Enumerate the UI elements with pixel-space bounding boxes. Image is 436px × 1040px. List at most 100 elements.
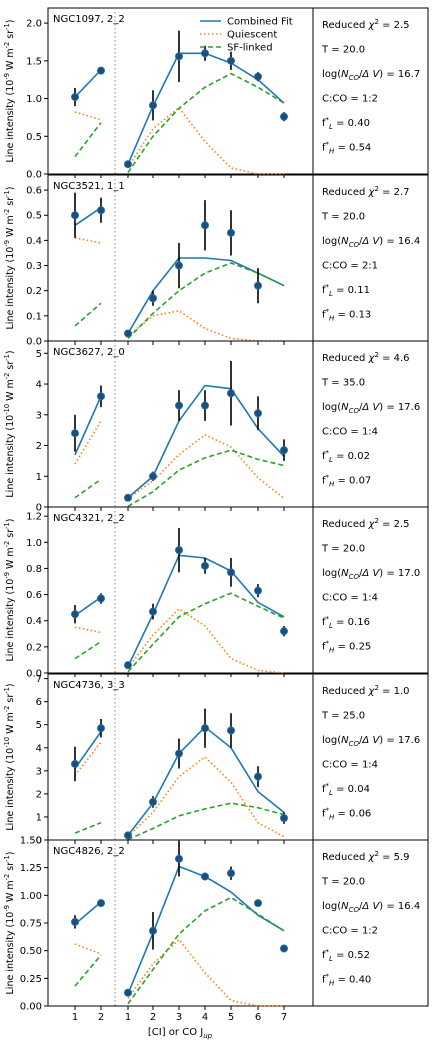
data-point — [226, 228, 235, 237]
stat-line: log(NCO​/Δ V) = 16.4 — [322, 236, 420, 249]
data-point — [174, 854, 183, 863]
quiescent-line-ci — [74, 943, 102, 955]
sf-linked-line-ci — [74, 478, 102, 499]
data-point — [226, 56, 235, 65]
combined-fit-line-ci — [74, 901, 102, 925]
y-tick-label: 0.0 — [26, 669, 42, 680]
y-tick-label: 4 — [36, 380, 42, 391]
quiescent-line-ci — [74, 741, 102, 776]
data-point — [124, 661, 133, 670]
stat-line: C:CO = 2:1 — [322, 261, 378, 272]
combined-fit-line-ci — [74, 731, 102, 769]
y-tick-label: 1 — [36, 472, 42, 483]
sf-linked-line-ci — [74, 640, 102, 660]
panel-5: 0 1 2 3 4 5 6 7 NGC4736, 3_3 Line intensity (10-1… — [3, 673, 429, 847]
y-tick-label: 0.6 — [26, 590, 42, 601]
y-tick-label: 0 — [36, 503, 42, 514]
quiescent-line-co — [127, 755, 285, 838]
y-tick-label: 0.4 — [26, 236, 42, 247]
panel-name: NGC4321, 2_2 — [53, 513, 125, 524]
plot-frame — [47, 340, 314, 508]
data-point — [174, 261, 183, 270]
y-tick-label: 0.5 — [26, 132, 42, 143]
y-tick-label: 1.25 — [20, 863, 42, 874]
stat-line: f*​L​ = 0.11 — [322, 283, 370, 298]
sf-linked-line-co — [127, 802, 285, 841]
data-point — [97, 594, 106, 603]
combined-fit-line-ci — [74, 69, 102, 98]
stat-line: C:CO = 1:2 — [322, 94, 378, 105]
stat-line: f*​H​ = 0.07 — [322, 474, 371, 489]
stat-line: f*​H​ = 0.40 — [322, 973, 371, 988]
stat-line: C:CO = 1:4 — [322, 760, 378, 771]
data-point — [71, 429, 80, 438]
x-tick-label: 2 — [150, 1012, 156, 1023]
x-tick-label: 2 — [98, 1012, 104, 1023]
data-point — [279, 944, 288, 953]
data-point — [71, 759, 80, 768]
panel-name: NGC4826, 2_2 — [53, 846, 125, 857]
data-point — [124, 988, 133, 997]
stat-line: Reduced χ2​ = 2.5 — [322, 517, 410, 530]
stat-line: C:CO = 1:4 — [322, 427, 378, 438]
stat-line: log(NCO​/Δ V) = 17.0 — [322, 568, 420, 581]
stats-frame — [312, 839, 429, 1007]
y-tick-label: 0.0 — [26, 337, 42, 348]
y-tick-label: 0.3 — [26, 261, 42, 272]
x-tick-label: 1 — [72, 1012, 78, 1023]
stat-line: C:CO = 1:2 — [322, 926, 378, 937]
y-tick-label: 0.8 — [26, 564, 42, 575]
data-point — [226, 389, 235, 398]
stat-line: f*​L​ = 0.52 — [322, 948, 370, 963]
quiescent-line-ci — [74, 626, 102, 634]
x-tick-label: 3 — [176, 1012, 182, 1023]
combined-fit-line-ci — [74, 596, 102, 617]
data-point — [174, 546, 183, 555]
legend-entry: Combined Fit — [227, 17, 293, 28]
sf-linked-line-co — [127, 72, 285, 173]
sf-linked-line-ci — [74, 302, 102, 327]
sf-linked-line-ci — [74, 821, 102, 834]
data-point — [200, 221, 209, 230]
stats-frame — [312, 506, 429, 674]
data-point — [279, 814, 288, 823]
y-tick-label: 1.5 — [26, 56, 42, 67]
y-tick-label: 4 — [36, 743, 42, 754]
data-point — [124, 831, 133, 840]
x-tick-label: 1 — [125, 1012, 131, 1023]
data-point — [253, 409, 262, 418]
data-point — [226, 726, 235, 735]
y-tick-label: 0.4 — [26, 616, 42, 627]
y-tick-label: 0.2 — [26, 286, 42, 297]
quiescent-line-co — [127, 106, 284, 175]
combined-fit-line-ci — [74, 396, 102, 456]
y-tick-label: 0.0 — [26, 170, 42, 181]
y-tick-label: 6 — [36, 697, 42, 708]
stat-line: log(NCO​/Δ V) = 16.4 — [322, 901, 420, 914]
y-tick-label: 0 — [36, 836, 42, 847]
y-tick-label: 0.5 — [26, 211, 42, 222]
stat-line: T = 35.0 — [321, 378, 365, 389]
stat-line: Reduced χ2​ = 2.5 — [322, 18, 410, 31]
y-tick-label: 0.25 — [20, 974, 42, 985]
panel-1: 0.0 0.5 1.0 1.5 2.0 NGC1097, 2_2 Line intensit… — [3, 7, 429, 181]
data-point — [226, 568, 235, 577]
quiescent-line-co — [127, 607, 285, 674]
y-axis-label: Line intensity (10-10​ W m-2​ sr-1​) — [3, 683, 16, 830]
panel-name: NGC3627, 2_0 — [53, 347, 125, 358]
data-point — [148, 926, 157, 935]
sf-linked-line-co — [127, 896, 285, 1005]
y-tick-label: 1.50 — [20, 836, 42, 847]
data-point — [97, 899, 106, 908]
panel-name: NGC4736, 3_3 — [53, 680, 125, 691]
y-axis-label: Line intensity (10-9​ W m-2​ sr-1​) — [3, 519, 16, 662]
y-tick-label: 2.0 — [26, 19, 42, 30]
data-point — [200, 872, 209, 881]
y-axis-label: Line intensity (10-9​ W m-2​ sr-1​) — [3, 187, 16, 330]
stat-line: T = 20.0 — [321, 212, 365, 223]
y-tick-label: 1.0 — [26, 538, 42, 549]
data-point — [253, 772, 262, 781]
y-tick-label: 0.50 — [20, 946, 42, 957]
data-point — [279, 627, 288, 636]
